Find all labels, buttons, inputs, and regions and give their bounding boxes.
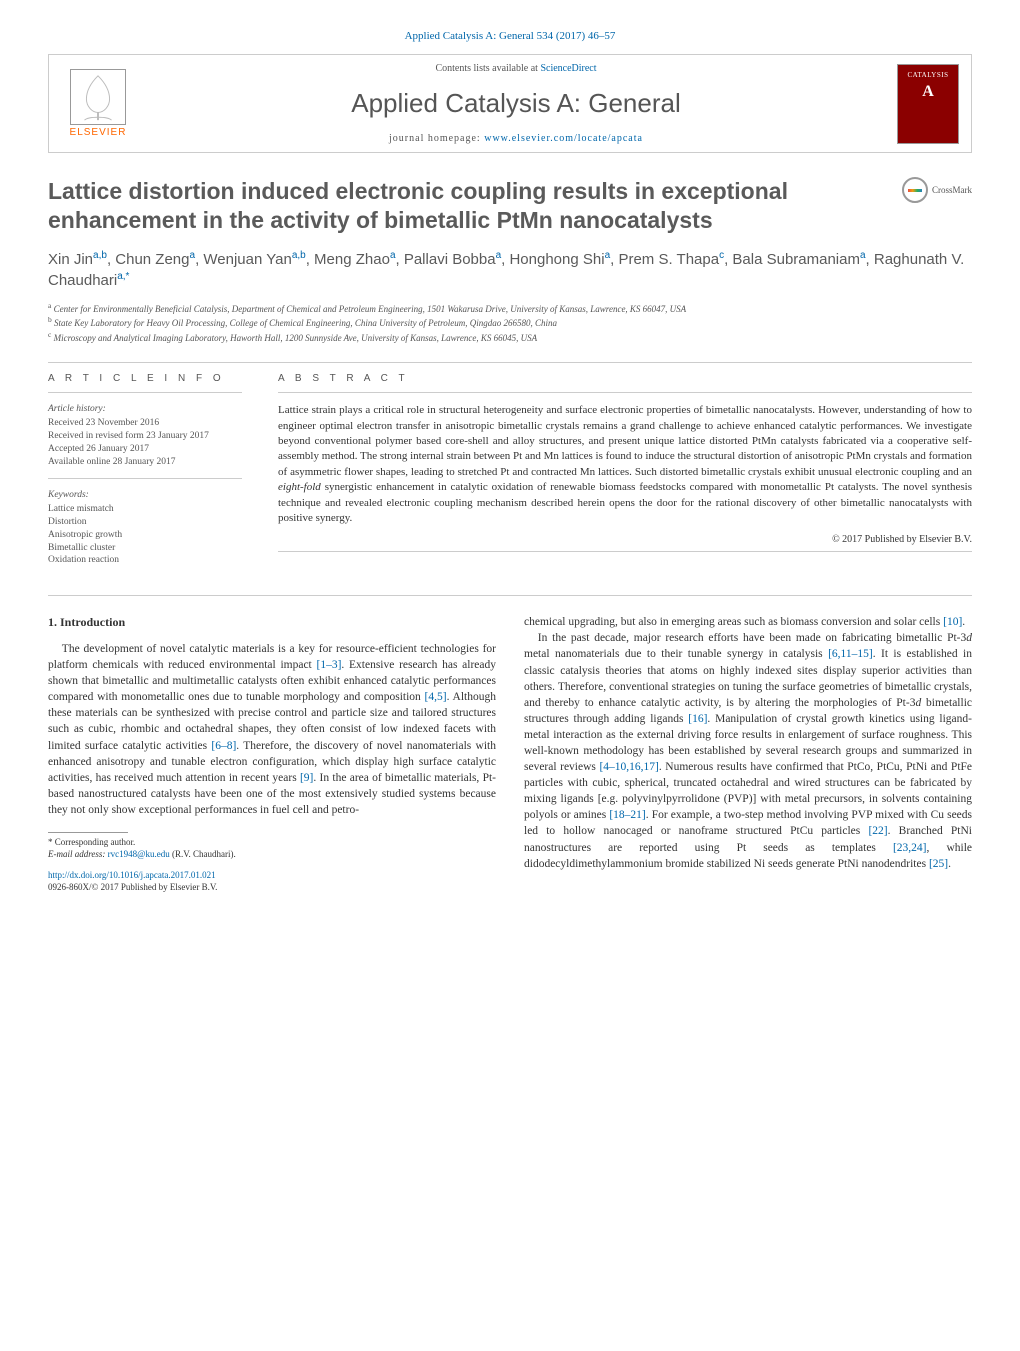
citation-link[interactable]: [1–3] [316,659,341,671]
corresponding-author-note: * Corresponding author. [48,837,496,849]
email-line: E-mail address: rvc1948@ku.edu (R.V. Cha… [48,849,496,861]
keywords-block: Keywords: Lattice mismatchDistortionAnis… [48,489,242,567]
intro-paragraph-3: In the past decade, major research effor… [524,630,972,871]
history-line: Accepted 26 January 2017 [48,443,242,456]
body-two-column: 1. Introduction The development of novel… [48,614,972,894]
article-info-column: a r t i c l e i n f o Article history: R… [48,373,242,567]
footnote-separator [48,832,128,833]
email-owner: (R.V. Chaudhari). [172,849,236,859]
contents-prefix: Contents lists available at [435,63,540,74]
article-history-block: Article history: Received 23 November 20… [48,403,242,468]
keyword-item: Anisotropic growth [48,529,242,542]
intro-paragraph-2: chemical upgrading, but also in emerging… [524,614,972,630]
citation-link[interactable]: [4–10,16,17] [599,761,658,773]
elsevier-tree-icon [70,69,126,125]
abstract-copyright: © 2017 Published by Elsevier B.V. [278,534,972,545]
abstract-rule-bottom [278,551,972,552]
doi-block: http://dx.doi.org/10.1016/j.apcata.2017.… [48,870,496,893]
journal-header-box: ELSEVIER Contents lists available at Sci… [48,54,972,153]
info-rule-2 [48,478,242,479]
citation-link[interactable]: [6,11–15] [828,648,873,660]
journal-cover-thumbnail: CATALYSIS A [897,64,959,144]
intro-paragraph-1: The development of novel catalytic mater… [48,641,496,818]
contents-list-line: Contents lists available at ScienceDirec… [135,63,897,74]
keyword-item: Lattice mismatch [48,503,242,516]
citation-link[interactable]: [18–21] [609,809,645,821]
citation-link[interactable]: [10] [943,616,962,628]
citation-link[interactable]: [25] [929,858,948,870]
history-line: Received in revised form 23 January 2017 [48,430,242,443]
abstract-text: Lattice strain plays a critical role in … [278,403,972,526]
crossmark-icon [902,177,928,203]
crossmark-label: CrossMark [932,185,972,195]
homepage-prefix: journal homepage: [389,133,484,144]
doi-link[interactable]: http://dx.doi.org/10.1016/j.apcata.2017.… [48,870,216,880]
abstract-heading: a b s t r a c t [278,373,972,384]
keywords-label: Keywords: [48,489,242,502]
footnotes-block: * Corresponding author. E-mail address: … [48,837,496,860]
issn-copyright-line: 0926-860X/© 2017 Published by Elsevier B… [48,882,217,892]
abstract-column: a b s t r a c t Lattice strain plays a c… [278,373,972,567]
citation-link[interactable]: [4,5] [425,691,447,703]
keyword-item: Bimetallic cluster [48,542,242,555]
citation-link[interactable]: [16] [688,713,707,725]
crossmark-badge[interactable]: CrossMark [902,177,972,203]
journal-header-center: Contents lists available at ScienceDirec… [135,63,897,144]
journal-homepage-link[interactable]: www.elsevier.com/locate/apcata [484,133,643,144]
abstract-rule [278,392,972,393]
article-title: Lattice distortion induced electronic co… [48,177,886,235]
history-line: Received 23 November 2016 [48,417,242,430]
citation-link[interactable]: [22] [868,825,887,837]
corresponding-email-link[interactable]: rvc1948@ku.edu [108,849,170,859]
elsevier-wordmark: ELSEVIER [70,127,127,138]
journal-homepage-line: journal homepage: www.elsevier.com/locat… [135,133,897,144]
history-label: Article history: [48,403,242,416]
journal-reference-top: Applied Catalysis A: General 534 (2017) … [48,30,972,42]
article-info-heading: a r t i c l e i n f o [48,373,242,384]
sciencedirect-link[interactable]: ScienceDirect [540,63,596,74]
citation-link[interactable]: [9] [300,772,313,784]
info-rule-1 [48,392,242,393]
citation-link[interactable]: [6–8] [211,740,236,752]
cover-label: CATALYSIS [908,71,949,79]
journal-title: Applied Catalysis A: General [135,88,897,119]
cover-letter: A [922,83,934,101]
section-1-heading: 1. Introduction [48,614,496,631]
authors-line: Xin Jina,b, Chun Zenga, Wenjuan Yana,b, … [48,249,972,291]
citation-link[interactable]: [23,24] [893,842,927,854]
body-top-rule [48,595,972,596]
affiliations-block: a Center for Environmentally Beneficial … [48,301,972,345]
keyword-item: Distortion [48,516,242,529]
email-label: E-mail address: [48,849,105,859]
elsevier-logo: ELSEVIER [61,69,135,138]
history-line: Available online 28 January 2017 [48,456,242,469]
keyword-item: Oxidation reaction [48,554,242,567]
